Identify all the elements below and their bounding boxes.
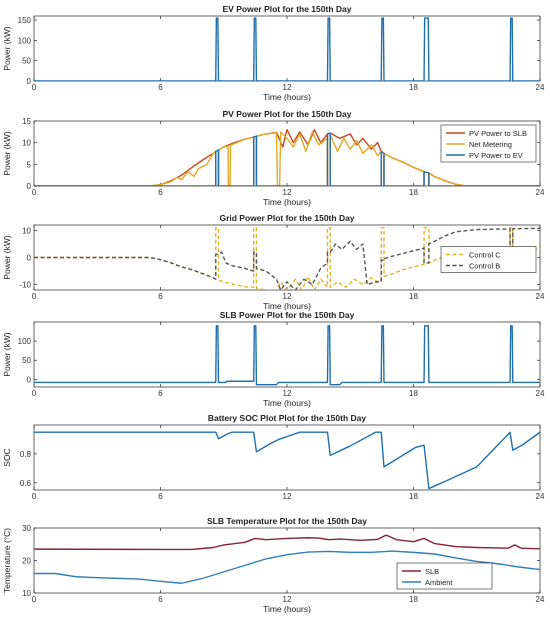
y-tick-label: 0 (27, 254, 32, 263)
x-axis-label: Time (hours) (263, 301, 311, 311)
x-tick-label: 18 (409, 292, 418, 301)
series-line-ambient (34, 550, 540, 584)
x-tick-label: 24 (536, 492, 545, 501)
x-tick-label: 6 (158, 83, 163, 92)
legend-label: Control B (469, 262, 500, 271)
y-axis-label: SOC (2, 448, 12, 466)
x-tick-label: 12 (283, 188, 292, 197)
x-axis-label: Time (hours) (263, 92, 311, 102)
series-group (34, 227, 540, 290)
legend-label: PV Power to EV (469, 151, 523, 160)
y-axis-label: Power (kW) (2, 235, 12, 280)
chart-title: EV Power Plot for the 150th Day (223, 4, 352, 14)
series-line-soc (34, 431, 540, 490)
y-tick-label: 50 (22, 57, 31, 66)
y-tick-label: 30 (22, 524, 31, 533)
x-tick-label: 24 (536, 292, 545, 301)
y-axis-label: Power (kW) (2, 26, 12, 71)
series-line-pv-power-to-ev (34, 132, 540, 186)
chart-title: Battery SOC Plot Plot for the 150th Day (208, 413, 366, 423)
y-tick-label: 0 (27, 375, 32, 384)
y-tick-label: 10 (22, 226, 31, 235)
y-tick-label: 10 (22, 139, 31, 148)
x-tick-label: 6 (158, 188, 163, 197)
x-axis-label: Time (hours) (263, 604, 311, 614)
chart-title: Grid Power Plot for the 150th Day (219, 213, 354, 223)
x-tick-label: 12 (283, 389, 292, 398)
x-tick-label: 24 (536, 83, 545, 92)
series-group (34, 431, 540, 490)
y-tick-label: 0 (27, 182, 32, 191)
series-line-slb (34, 325, 540, 386)
y-tick-label: 0 (27, 77, 32, 86)
y-tick-label: 0.6 (20, 479, 32, 488)
x-tick-label: 12 (283, 492, 292, 501)
x-tick-label: 0 (32, 595, 37, 604)
series-line-net-metering (34, 131, 540, 186)
series-group (34, 128, 540, 186)
y-tick-label: 50 (22, 356, 31, 365)
x-tick-label: 12 (283, 595, 292, 604)
x-tick-label: 18 (409, 188, 418, 197)
chart-title: SLB Power Plot for the 150th Day (220, 310, 355, 320)
legend-box (396, 562, 493, 590)
y-tick-label: 15 (22, 117, 31, 126)
legend-box (440, 246, 537, 273)
x-tick-label: 18 (409, 492, 418, 501)
y-tick-label: 5 (27, 160, 32, 169)
y-axis-label: Power (kW) (2, 131, 12, 176)
x-tick-label: 6 (158, 595, 163, 604)
x-axis-label: Time (hours) (263, 398, 311, 408)
x-tick-label: 6 (158, 292, 163, 301)
y-tick-label: 0.8 (20, 450, 32, 459)
y-tick-label: 100 (18, 337, 32, 346)
series-line-control-b (34, 227, 540, 290)
y-axis-label: Temperature (°C) (2, 528, 12, 593)
chart-soc: Battery SOC Plot Plot for the 150th Day 0… (2, 413, 545, 501)
y-axis-label: Power (kW) (2, 332, 12, 377)
legend: SLB Ambient (396, 562, 493, 590)
y-tick-label: 10 (22, 589, 31, 598)
series-group (34, 534, 540, 584)
series-group (34, 325, 540, 386)
x-axis-label: Time (hours) (263, 197, 311, 207)
x-tick-label: 0 (32, 83, 37, 92)
x-tick-label: 0 (32, 188, 37, 197)
chart-grid: Grid Power Plot for the 150th Day 0 6 12 18 2… (2, 213, 545, 311)
legend: Control C Control B (440, 246, 537, 273)
x-tick-label: 0 (32, 292, 37, 301)
x-tick-label: 12 (283, 83, 292, 92)
x-tick-label: 12 (283, 292, 292, 301)
chart-temp: SLB Temperature Plot for the 150th Day 0 6… (2, 516, 545, 614)
y-tick-label: 20 (22, 557, 31, 566)
legend-label: PV Power to SLB (469, 129, 527, 138)
chart-title: SLB Temperature Plot for the 150th Day (207, 516, 367, 526)
chart-slb: SLB Power Plot for the 150th Day 0 6 12 18 24… (2, 310, 545, 408)
x-tick-label: 24 (536, 188, 545, 197)
chart-ev: EV Power Plot for the 150th Day 0 6 12 18 24 0… (2, 4, 545, 102)
series-line-control-c (34, 227, 540, 290)
legend-label: Ambient (425, 578, 453, 587)
x-tick-label: 24 (536, 595, 545, 604)
chart-pv: PV Power Plot for the 150th Day 0 6 12 18 24 0… (2, 109, 545, 207)
x-tick-label: 6 (158, 389, 163, 398)
x-tick-label: 18 (409, 83, 418, 92)
x-tick-label: 18 (409, 389, 418, 398)
x-tick-label: 18 (409, 595, 418, 604)
legend-label: Net Metering (469, 140, 512, 149)
x-tick-label: 0 (32, 492, 37, 501)
y-tick-label: 150 (18, 16, 32, 25)
x-tick-label: 0 (32, 389, 37, 398)
legend-label: SLB (425, 567, 439, 576)
y-tick-label: 100 (18, 36, 32, 45)
chart-title: PV Power Plot for the 150th Day (223, 109, 352, 119)
x-tick-label: 24 (536, 389, 545, 398)
x-tick-label: 6 (158, 492, 163, 501)
legend-label: Control C (469, 251, 501, 260)
legend: PV Power to SLB Net Metering PV Power to E… (440, 124, 537, 163)
y-tick-label: -10 (19, 281, 31, 290)
series-line-slb (34, 534, 540, 551)
